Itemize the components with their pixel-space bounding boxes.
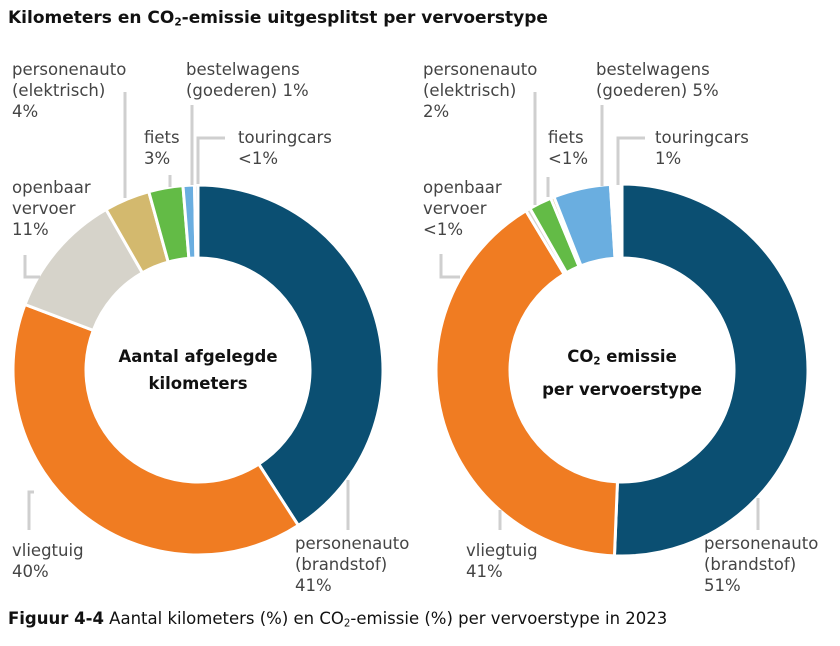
- leader-line: [616, 136, 645, 185]
- title-text: Kilometers en CO: [8, 8, 175, 28]
- label-vliegtuig-co2: vliegtuig 41%: [466, 541, 538, 581]
- caption-figure-number: Figuur 4-4: [8, 609, 104, 628]
- label-brandstof-km: personenauto (brandstof) 41%: [295, 534, 410, 595]
- label-bestelwagens-km: bestelwagens (goederen) 1%: [186, 60, 309, 100]
- slice-touringcars: [192, 183, 200, 260]
- slice-personenauto-brandstof: [612, 182, 810, 558]
- label-touringcars-km: touringcars <1%: [238, 128, 332, 168]
- label-fiets-km: fiets 3%: [144, 128, 180, 168]
- label-openbaar-km: openbaar vervoer 11%: [12, 178, 91, 239]
- slice-vliegtuig: [434, 208, 620, 558]
- leader-line: [23, 255, 40, 279]
- figure-caption: Figuur 4-4 Aantal kilometers (%) en CO2-…: [8, 609, 668, 630]
- label-fiets-co2: fiets <1%: [548, 128, 589, 168]
- label-vliegtuig-km: vliegtuig 40%: [12, 541, 84, 581]
- label-touringcars-co2: touringcars 1%: [655, 128, 749, 168]
- center-label-co2: CO2 emissie per vervoerstype: [542, 347, 702, 399]
- leader-line: [196, 136, 225, 184]
- chart-title: Kilometers en CO2-emissie uitgesplitst p…: [8, 8, 548, 29]
- title-subscript: 2: [174, 16, 182, 29]
- label-bestelwagens-co2: bestelwagens (goederen) 5%: [596, 60, 719, 100]
- slice-personenauto-brandstof: [196, 183, 385, 528]
- label-elektrisch-co2: personenauto (elektrisch) 2%: [423, 60, 538, 121]
- leader-line: [439, 254, 460, 279]
- label-openbaar-co2: openbaar vervoer <1%: [423, 178, 502, 239]
- leader-line: [27, 490, 34, 530]
- title-text-end: -emissie uitgesplitst per vervoerstype: [181, 8, 548, 28]
- center-label-km: Aantal afgelegde kilometers: [118, 347, 278, 393]
- slice-vliegtuig: [11, 302, 301, 557]
- slice-touringcars: [608, 182, 624, 260]
- label-elektrisch-km: personenauto (elektrisch) 4%: [12, 60, 127, 121]
- label-brandstof-co2: personenauto (brandstof) 51%: [704, 534, 819, 595]
